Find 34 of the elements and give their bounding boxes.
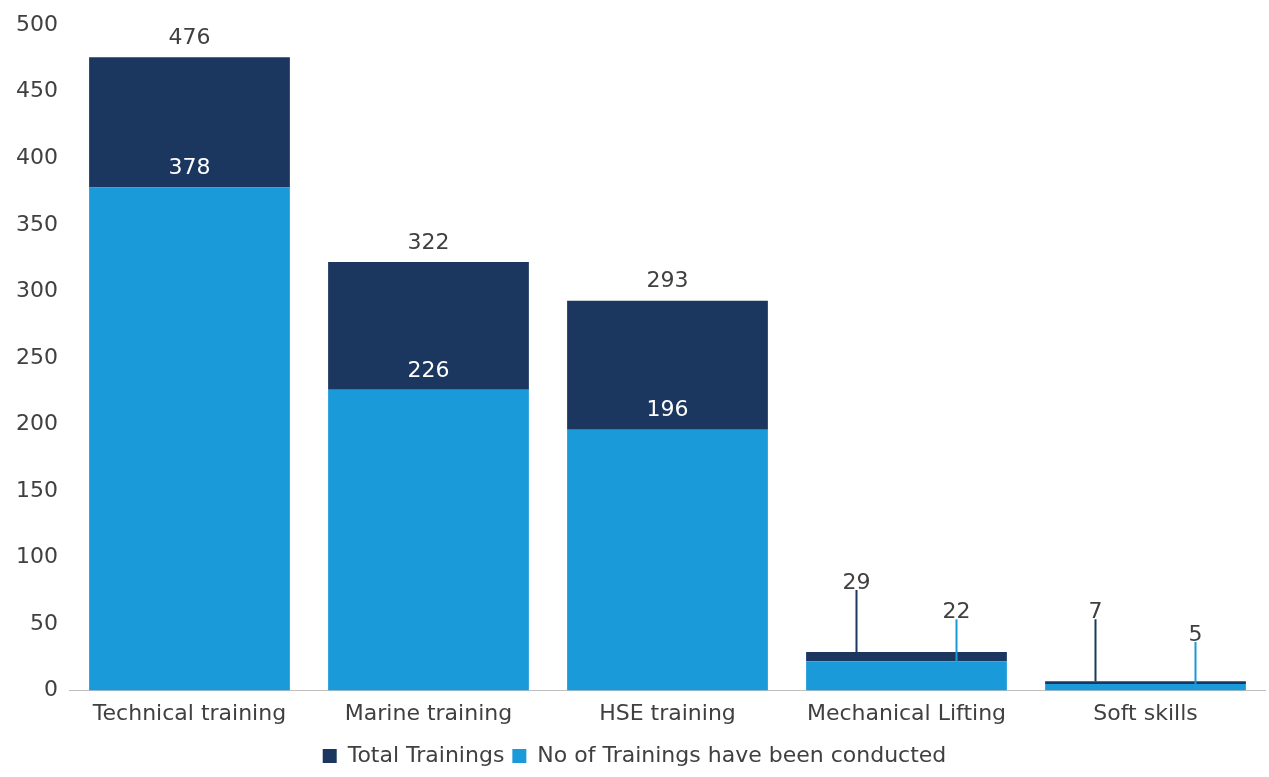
- data-label: 5: [1188, 620, 1203, 646]
- data-label: 226: [407, 356, 450, 382]
- y-tick-label: 50: [29, 609, 58, 635]
- x-tick-label: Mechanical Lifting: [806, 699, 1007, 725]
- bar: [89, 57, 290, 188]
- bar: [567, 300, 768, 430]
- y-tick-label: 450: [15, 77, 58, 103]
- x-tick-label: Marine training: [344, 699, 513, 725]
- bar: [328, 389, 529, 691]
- total-label: 476: [168, 23, 211, 49]
- legend-label: Total Trainings: [346, 741, 505, 767]
- y-tick-label: 0: [43, 676, 58, 702]
- bar: [567, 429, 768, 691]
- y-tick-label: 150: [15, 476, 58, 502]
- legend-label: No of Trainings have been conducted: [537, 741, 947, 767]
- x-tick-label: Soft skills: [1093, 699, 1198, 725]
- bar: [328, 262, 529, 390]
- data-label: 378: [168, 154, 211, 180]
- y-tick-label: 500: [15, 10, 58, 36]
- y-tick-label: 400: [15, 144, 58, 169]
- data-label: 196: [646, 396, 689, 422]
- total-label: 293: [646, 267, 689, 293]
- total-label: 29: [842, 568, 871, 594]
- y-tick-label: 100: [15, 543, 58, 569]
- total-label: 322: [407, 228, 450, 254]
- y-tick-label: 350: [15, 210, 58, 236]
- bar: [89, 187, 290, 691]
- y-tick-label: 250: [15, 343, 58, 369]
- data-label: 22: [942, 598, 971, 624]
- y-tick-label: 300: [15, 277, 58, 303]
- x-tick-label: HSE training: [599, 699, 736, 725]
- x-tick-label: Technical training: [91, 699, 287, 725]
- y-tick-label: 200: [15, 410, 58, 436]
- total-label: 7: [1088, 598, 1103, 623]
